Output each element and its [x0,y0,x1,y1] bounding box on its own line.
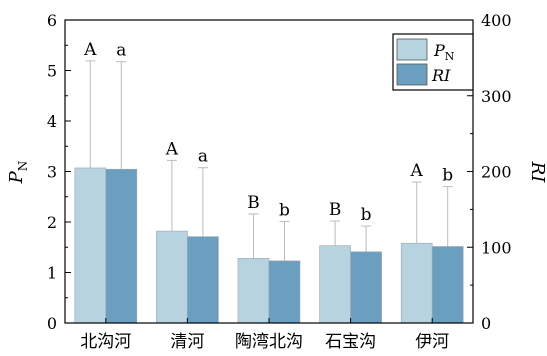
significance-label-ri-3: b [361,205,372,225]
y-left-tick-label-0: 0 [47,314,57,333]
y-right-tick-label-3: 300 [481,87,512,106]
bar-ri-3 [350,251,382,324]
bar-pn-3 [319,245,351,324]
legend-label-pn: PN [433,41,455,63]
legend-swatch-pn [396,38,428,61]
y-right-tick-label-2: 200 [481,163,512,182]
significance-label-ri-4: b [442,166,453,186]
y-left-tick-label-5: 5 [47,62,57,81]
category-label-4: 伊河 [415,332,449,352]
bar-ri-0 [105,168,138,324]
y-axis-left-title-sub: N [16,161,30,172]
category-label-3: 石宝沟 [325,332,376,352]
bar-pn-2 [237,258,270,324]
legend-swatch-ri [396,63,428,86]
significance-label-pn-2: B [247,193,260,213]
significance-label-pn-0: A [83,40,97,60]
bar-ri-4 [431,246,464,324]
legend-label-ri: RI [431,66,451,85]
significance-label-pn-3: B [329,200,342,220]
y-axis-right-title: RI [527,161,547,184]
significance-label-ri-2: b [279,200,290,220]
bar-ri-2 [268,260,301,324]
bar-pn-0 [74,167,107,324]
significance-labels: A A B B Aa a b b b [83,40,453,225]
category-labels: 北沟河 清河 陶湾北沟 石宝沟 伊河 [80,332,449,352]
y-right-tick-label-4: 400 [481,11,512,30]
y-left-tick-label-3: 3 [47,163,57,182]
y-left-tick-label-6: 6 [47,11,57,30]
y-left-tick-label-2: 2 [47,213,57,232]
significance-label-ri-1: a [198,147,208,167]
significance-label-pn-4: A [410,161,424,181]
y-axis-left-title-main: P [6,170,27,184]
y-left-tick-label-1: 1 [47,264,57,283]
bar-ri-1 [187,236,219,324]
y-axis-left-title: PN [6,161,30,185]
significance-label-ri-0: a [116,41,126,61]
axis-ticks: 0 1 2 3 4 5 6 0 100 200 300 400 [47,11,512,333]
category-label-2: 陶湾北沟 [235,332,303,352]
significance-label-pn-1: A [165,139,179,159]
category-label-0: 北沟河 [80,332,131,352]
y-left-tick-label-4: 4 [47,112,57,131]
bars [74,167,464,324]
y-right-tick-label-0: 0 [481,314,491,333]
bar-pn-1 [156,230,188,324]
legend: PN RI [392,33,474,91]
bar-pn-4 [400,242,433,324]
y-right-tick-label-1: 100 [481,238,512,257]
category-label-1: 清河 [170,332,204,352]
